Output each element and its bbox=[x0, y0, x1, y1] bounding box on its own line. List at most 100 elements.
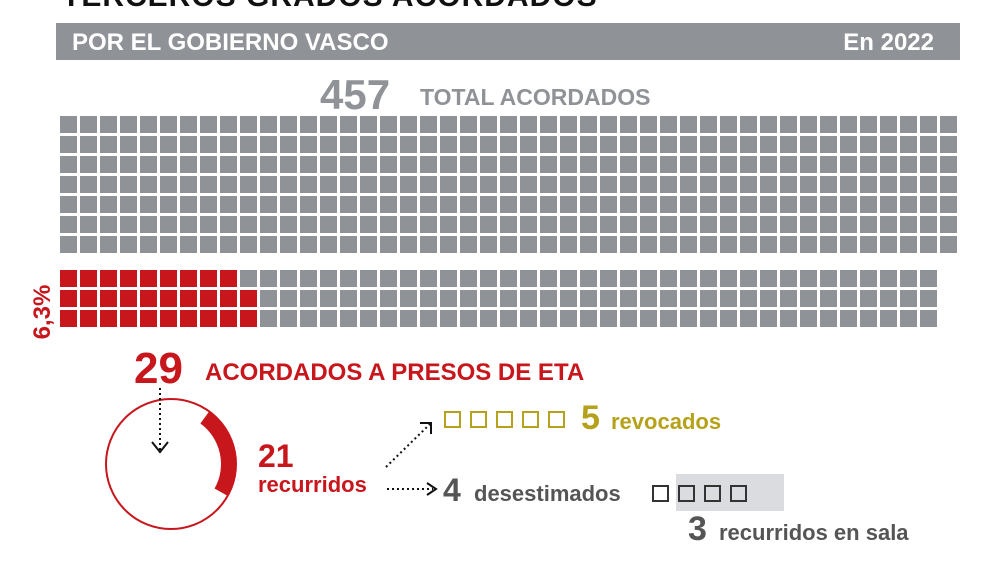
waffle-cell-eta bbox=[60, 290, 77, 307]
waffle-cell bbox=[600, 176, 617, 193]
waffle-cell bbox=[540, 176, 557, 193]
waffle-cell bbox=[340, 270, 357, 287]
waffle-cell bbox=[700, 290, 717, 307]
waffle-cell bbox=[400, 116, 417, 133]
waffle-cell bbox=[920, 310, 937, 327]
waffle-cell bbox=[460, 236, 477, 253]
waffle-cell bbox=[300, 216, 317, 233]
waffle-cell bbox=[560, 290, 577, 307]
waffle-cell bbox=[820, 176, 837, 193]
waffle-cell bbox=[440, 196, 457, 213]
waffle-cell bbox=[560, 216, 577, 233]
waffle-cell bbox=[860, 236, 877, 253]
waffle-cell bbox=[80, 176, 97, 193]
revocado-square bbox=[548, 411, 565, 428]
waffle-cell bbox=[760, 290, 777, 307]
waffle-cell bbox=[560, 270, 577, 287]
waffle-cell bbox=[580, 270, 597, 287]
waffle-cell bbox=[560, 176, 577, 193]
waffle-cell bbox=[600, 136, 617, 153]
eta-value: 29 bbox=[134, 344, 183, 393]
waffle-cell bbox=[900, 196, 917, 213]
waffle-cell bbox=[860, 270, 877, 287]
waffle-cell bbox=[600, 310, 617, 327]
waffle-cell bbox=[540, 310, 557, 327]
waffle-cell bbox=[320, 196, 337, 213]
waffle-cell bbox=[360, 216, 377, 233]
waffle-cell bbox=[780, 310, 797, 327]
waffle-cell bbox=[160, 156, 177, 173]
waffle-cell bbox=[380, 176, 397, 193]
waffle-cell bbox=[600, 270, 617, 287]
waffle-cell bbox=[860, 156, 877, 173]
waffle-cell bbox=[200, 196, 217, 213]
waffle-cell bbox=[720, 196, 737, 213]
waffle-cell bbox=[160, 136, 177, 153]
waffle-cell bbox=[100, 216, 117, 233]
waffle-cell bbox=[940, 176, 957, 193]
waffle-cell bbox=[780, 176, 797, 193]
recurridos-value: 21 bbox=[258, 438, 294, 474]
waffle-cell bbox=[300, 270, 317, 287]
waffle-cell bbox=[160, 216, 177, 233]
waffle-cell bbox=[620, 290, 637, 307]
waffle-cell bbox=[200, 116, 217, 133]
waffle-cell bbox=[360, 310, 377, 327]
waffle-cell bbox=[860, 310, 877, 327]
waffle-cell bbox=[660, 156, 677, 173]
waffle-cell bbox=[200, 156, 217, 173]
waffle-cell bbox=[940, 156, 957, 173]
waffle-cell bbox=[520, 136, 537, 153]
waffle-cell bbox=[800, 176, 817, 193]
waffle-cell bbox=[480, 116, 497, 133]
waffle-cell-eta bbox=[160, 270, 177, 287]
waffle-cell bbox=[420, 176, 437, 193]
waffle-cell bbox=[820, 310, 837, 327]
waffle-cell bbox=[780, 116, 797, 133]
waffle-cell bbox=[620, 156, 637, 173]
waffle-cell bbox=[100, 116, 117, 133]
waffle-cell bbox=[580, 216, 597, 233]
waffle-cell bbox=[800, 270, 817, 287]
waffle-cell bbox=[880, 116, 897, 133]
waffle-cell bbox=[540, 290, 557, 307]
waffle-cell bbox=[780, 136, 797, 153]
recurridos-sala-label: recurridos en sala bbox=[719, 520, 909, 545]
waffle-cell bbox=[380, 156, 397, 173]
waffle-cell bbox=[60, 136, 77, 153]
waffle-cell bbox=[860, 176, 877, 193]
total-value: 457 bbox=[320, 71, 391, 118]
waffle-cell bbox=[760, 236, 777, 253]
waffle-cell bbox=[580, 136, 597, 153]
waffle-cell bbox=[520, 310, 537, 327]
waffle-cell bbox=[740, 156, 757, 173]
waffle-cell bbox=[260, 196, 277, 213]
waffle-cell-eta bbox=[80, 310, 97, 327]
waffle-cell bbox=[720, 176, 737, 193]
waffle-cell bbox=[200, 236, 217, 253]
waffle-cell bbox=[420, 116, 437, 133]
waffle-cell bbox=[900, 176, 917, 193]
waffle-cell bbox=[580, 196, 597, 213]
waffle-cell bbox=[840, 290, 857, 307]
desestimado-square bbox=[730, 485, 747, 502]
waffle-cell bbox=[740, 236, 757, 253]
waffle-cell bbox=[400, 216, 417, 233]
waffle-cell bbox=[540, 156, 557, 173]
waffle-cell bbox=[340, 216, 357, 233]
waffle-cell bbox=[580, 236, 597, 253]
waffle-cell bbox=[820, 196, 837, 213]
waffle-cell bbox=[540, 270, 557, 287]
waffle-cell bbox=[500, 176, 517, 193]
waffle-cell bbox=[340, 290, 357, 307]
waffle-cell bbox=[760, 216, 777, 233]
waffle-cell bbox=[120, 176, 137, 193]
waffle-cell bbox=[880, 216, 897, 233]
waffle-cell bbox=[680, 236, 697, 253]
eta-to-circle-arrowhead bbox=[151, 441, 169, 454]
waffle-cell bbox=[880, 136, 897, 153]
waffle-cell bbox=[300, 176, 317, 193]
waffle-cell bbox=[300, 156, 317, 173]
waffle-cell bbox=[880, 270, 897, 287]
waffle-cell bbox=[320, 310, 337, 327]
